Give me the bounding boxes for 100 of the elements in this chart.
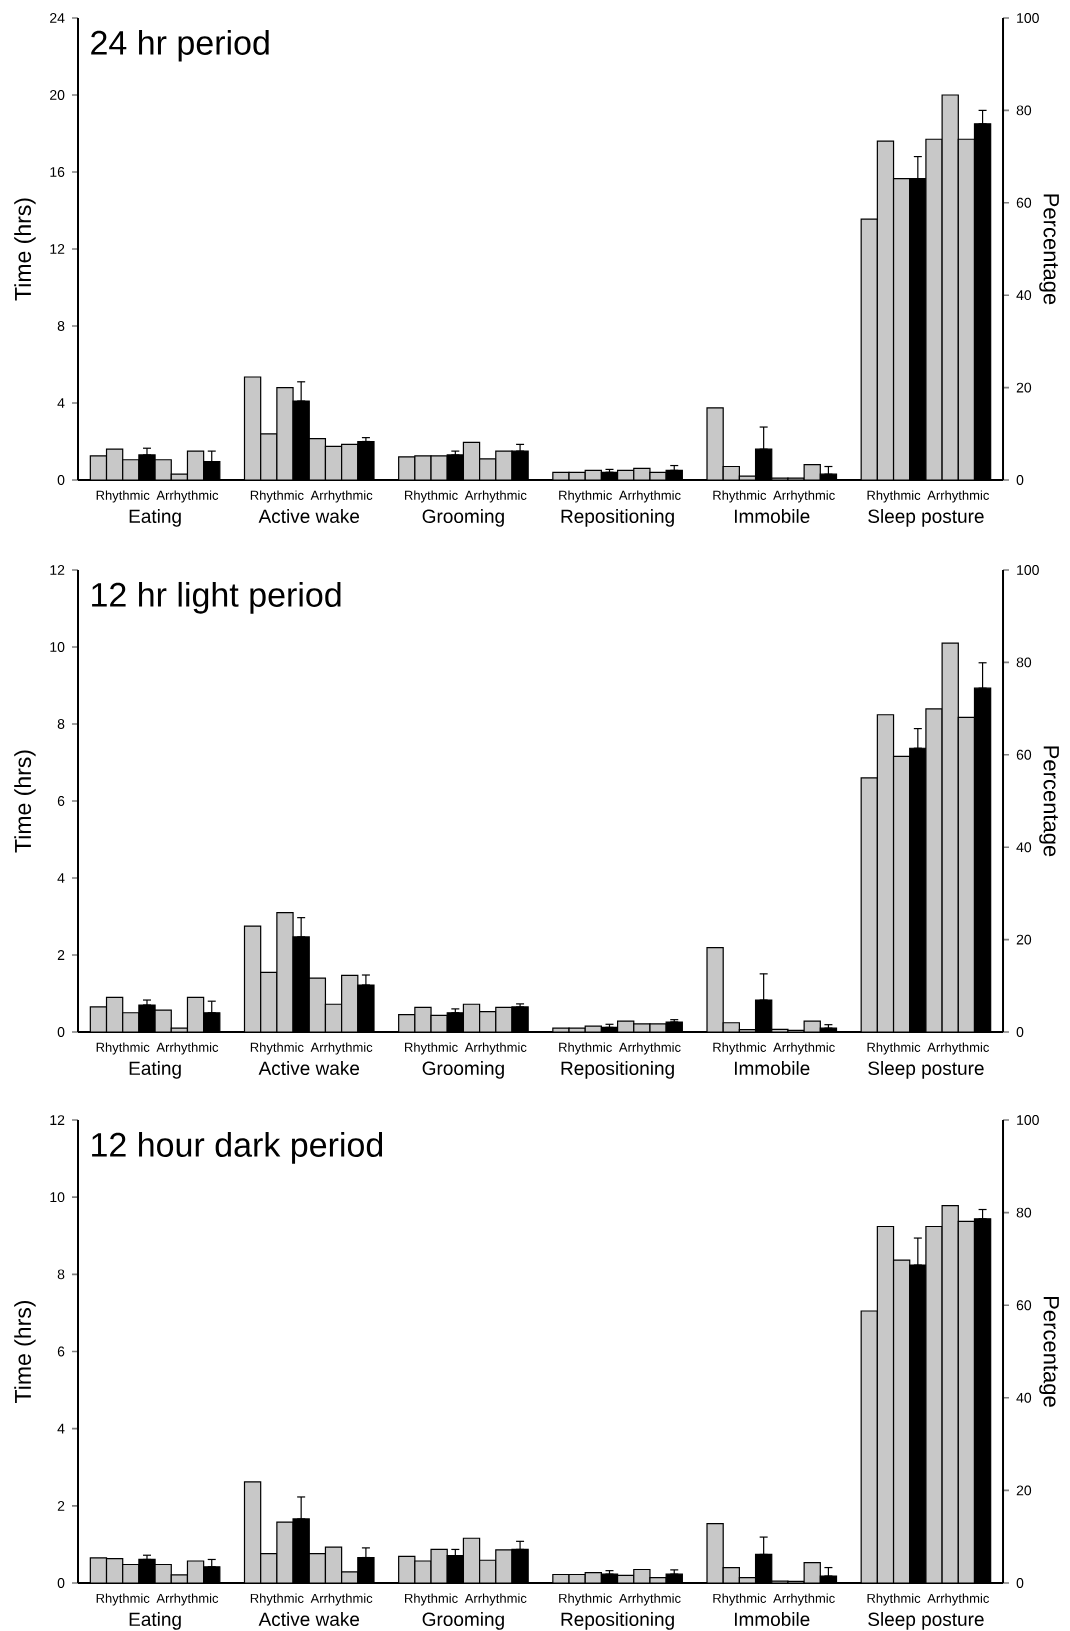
y-tick-label: 16 xyxy=(50,167,65,177)
chart-title: 12 hr light period xyxy=(92,581,341,614)
y-tick-label: 0 xyxy=(57,1578,65,1588)
y-tick-label: 12 xyxy=(50,1115,65,1125)
x-tick-label: Active wake xyxy=(258,1612,360,1627)
x-tick-label: Repositioning xyxy=(561,1612,674,1630)
y2-tick-label: 0 xyxy=(1016,1027,1024,1037)
y-tick-label: 8 xyxy=(57,1269,65,1280)
x-tick-label: Immobile xyxy=(734,1061,810,1076)
text: Arrhythmic xyxy=(773,490,835,503)
y-axis-title: Time (hrs) xyxy=(14,198,36,301)
y-tick-label: 6 xyxy=(57,1346,65,1357)
y-tick-label: 0 xyxy=(57,1027,65,1037)
x-tick-label: Active wake xyxy=(258,1061,360,1076)
y2-tick-label: 20 xyxy=(1016,1485,1032,1496)
y2-tick-label: 40 xyxy=(1016,290,1032,301)
text: Rhythmic xyxy=(250,1593,304,1606)
text: Arrhythmic xyxy=(310,1593,373,1606)
x-tick-label: Eating xyxy=(129,1061,181,1079)
y-tick-label: 8 xyxy=(57,321,65,331)
text: Rhythmic xyxy=(867,1042,921,1055)
y2-tick-label: 80 xyxy=(1016,657,1032,668)
y2-tick-label: 0 xyxy=(1016,1578,1024,1588)
y2-tick-label: 40 xyxy=(1016,842,1032,853)
text: Arrhythmic xyxy=(927,1042,989,1055)
text: Rhythmic xyxy=(559,1593,612,1606)
text: Rhythmic xyxy=(867,490,921,503)
y2-tick-label: 100 xyxy=(1017,565,1039,575)
y2-tick-label: 60 xyxy=(1016,197,1032,208)
y2-tick-label: 80 xyxy=(1016,1207,1032,1218)
y-tick-label: 8 xyxy=(57,719,65,729)
text: Rhythmic xyxy=(96,490,150,503)
text: Rhythmic xyxy=(867,1593,921,1606)
text: Arrhythmic xyxy=(927,1593,989,1606)
y2-tick-label: 80 xyxy=(1016,105,1032,116)
text: Arrhythmic xyxy=(310,1042,373,1055)
y2-tick-label: 100 xyxy=(1017,13,1039,23)
text: Rhythmic xyxy=(96,1593,150,1606)
text: Rhythmic xyxy=(713,490,767,503)
text: Rhythmic xyxy=(96,1042,150,1055)
text: Arrhythmic xyxy=(773,1042,835,1055)
y-tick-label: 12 xyxy=(50,244,65,254)
text: Rhythmic xyxy=(250,1042,304,1055)
y2-axis-title: Percentage xyxy=(1039,194,1059,305)
text: Arrhythmic xyxy=(618,1593,681,1606)
y-tick-label: 12 xyxy=(50,565,65,575)
y2-axis-title: Percentage xyxy=(1039,746,1059,857)
y2-tick-label: 60 xyxy=(1016,1300,1032,1311)
y-tick-label: 20 xyxy=(50,90,65,100)
x-tick-label: Repositioning xyxy=(561,509,674,527)
y-tick-label: 2 xyxy=(57,1500,65,1511)
text: Rhythmic xyxy=(559,1042,612,1055)
text: Rhythmic xyxy=(405,1042,458,1055)
y2-tick-label: 20 xyxy=(1016,382,1032,393)
x-tick-label: Sleep posture xyxy=(868,1612,984,1630)
x-tick-label: Sleep posture xyxy=(868,1061,984,1079)
y-tick-label: 4 xyxy=(57,873,65,883)
text: Arrhythmic xyxy=(773,1593,835,1606)
x-tick-label: Immobile xyxy=(734,1612,810,1627)
y2-tick-label: 20 xyxy=(1016,934,1032,945)
text: Arrhythmic xyxy=(618,490,681,503)
text: Arrhythmic xyxy=(156,1593,219,1606)
text: Rhythmic xyxy=(405,490,458,503)
text: Arrhythmic xyxy=(464,1593,527,1606)
y-tick-label: 24 xyxy=(50,13,65,23)
text: Arrhythmic xyxy=(156,1042,219,1055)
text: Rhythmic xyxy=(559,490,612,503)
text: Rhythmic xyxy=(405,1593,458,1606)
text: Arrhythmic xyxy=(927,490,989,503)
y2-tick-label: 0 xyxy=(1016,475,1024,485)
text: Rhythmic xyxy=(250,490,304,503)
y-axis-title: Time (hrs) xyxy=(14,1300,36,1403)
text: Arrhythmic xyxy=(464,1042,527,1055)
y-tick-label: 0 xyxy=(57,475,65,485)
x-tick-label: Grooming xyxy=(422,1612,504,1630)
y-tick-label: 4 xyxy=(57,1423,65,1434)
y-tick-label: 10 xyxy=(50,642,65,652)
text: Arrhythmic xyxy=(310,490,373,503)
y2-tick-label: 40 xyxy=(1016,1392,1032,1403)
x-tick-label: Active wake xyxy=(258,509,360,523)
chart-title: 24 hr period xyxy=(91,29,269,62)
y2-tick-label: 100 xyxy=(1017,1115,1039,1125)
y-axis-title: Time (hrs) xyxy=(14,750,36,853)
x-tick-label: Eating xyxy=(129,1612,181,1630)
text: Rhythmic xyxy=(713,1042,767,1055)
text: Arrhythmic xyxy=(618,1042,681,1055)
x-tick-label: Eating xyxy=(129,509,181,527)
y2-tick-label: 60 xyxy=(1016,749,1032,760)
x-tick-label: Grooming xyxy=(422,509,504,527)
x-tick-label: Immobile xyxy=(734,509,810,523)
x-tick-label: Grooming xyxy=(422,1061,504,1079)
chart-title: 12 hour dark period xyxy=(92,1131,383,1164)
y-tick-label: 2 xyxy=(57,950,65,960)
text: Arrhythmic xyxy=(464,490,527,503)
y-tick-label: 10 xyxy=(50,1192,65,1203)
x-tick-label: Sleep posture xyxy=(868,509,984,527)
y-tick-label: 6 xyxy=(57,796,65,806)
text: Rhythmic xyxy=(713,1593,767,1606)
x-tick-label: Repositioning xyxy=(561,1061,674,1079)
y2-axis-title: Percentage xyxy=(1039,1297,1059,1407)
